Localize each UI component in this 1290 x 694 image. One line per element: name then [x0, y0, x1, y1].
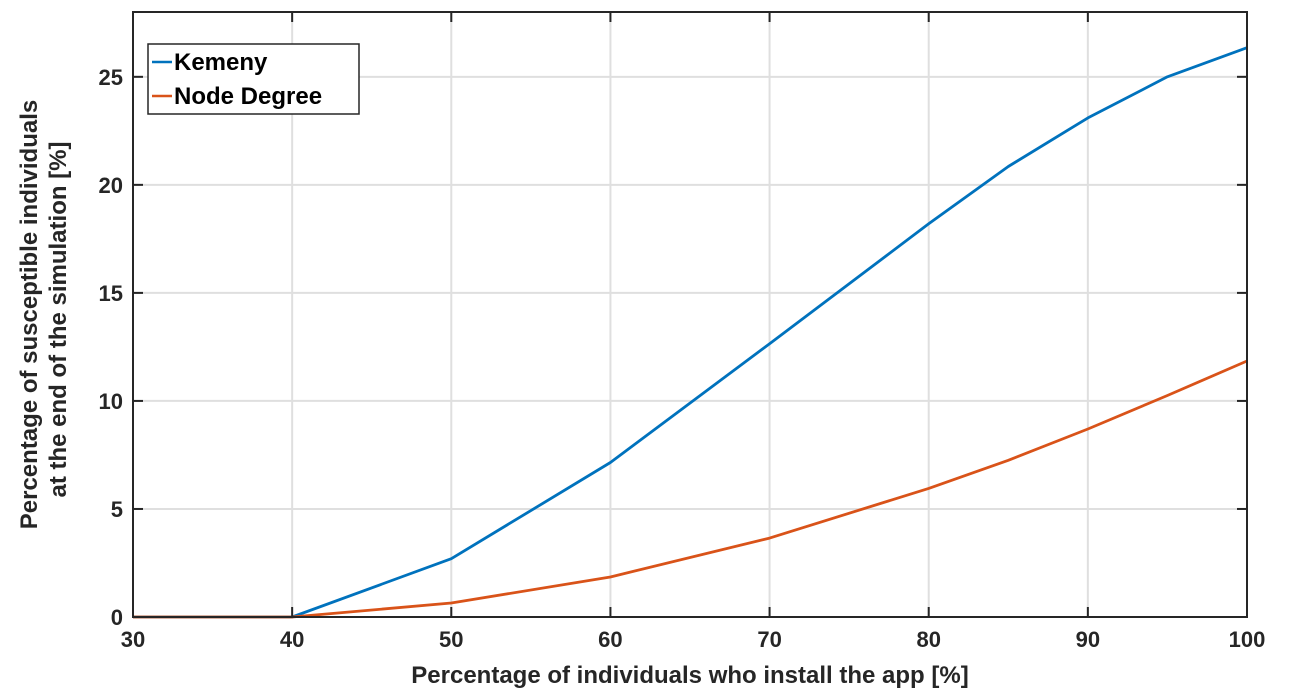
y-tick-label: 20	[99, 173, 123, 198]
series-lines	[133, 46, 1248, 619]
legend-box	[147, 43, 360, 115]
y-tick-labels: 0 5 10 15 20 25	[99, 65, 123, 630]
plot-border	[132, 11, 1248, 618]
x-tick-label: 100	[1229, 627, 1266, 652]
x-axis-label: Percentage of individuals who install th…	[411, 662, 968, 689]
x-tick-label: 90	[1076, 627, 1100, 652]
legend-label-kemeny: Kemeny	[174, 49, 268, 76]
y-axis-label-line-2: at the end of the simulation [%]	[45, 141, 72, 497]
y-tick-label: 5	[111, 497, 123, 522]
legend: Kemeny Node Degree	[147, 43, 360, 115]
x-tick-label: 60	[598, 627, 622, 652]
x-tick-label: 70	[757, 627, 781, 652]
y-tick-label: 10	[99, 389, 123, 414]
x-tick-label: 30	[121, 627, 145, 652]
series-line-kemeny	[133, 46, 1248, 619]
series-line-node-degree	[133, 359, 1248, 619]
y-tick-label: 15	[99, 281, 123, 306]
y-tick-label: 0	[111, 605, 123, 630]
x-tick-label: 50	[439, 627, 463, 652]
axis-ticks	[132, 12, 1248, 618]
x-tick-label: 80	[916, 627, 940, 652]
y-axis-label: Percentage of susceptible individuals at…	[16, 100, 72, 529]
x-tick-labels: 30 40 50 60 70 80 90 100	[121, 627, 1266, 652]
grid-lines	[133, 12, 1247, 617]
y-axis-label-line-1: Percentage of susceptible individuals	[16, 100, 43, 529]
legend-label-node-degree: Node Degree	[174, 83, 322, 110]
y-tick-label: 25	[99, 65, 123, 90]
x-tick-label: 40	[280, 627, 304, 652]
